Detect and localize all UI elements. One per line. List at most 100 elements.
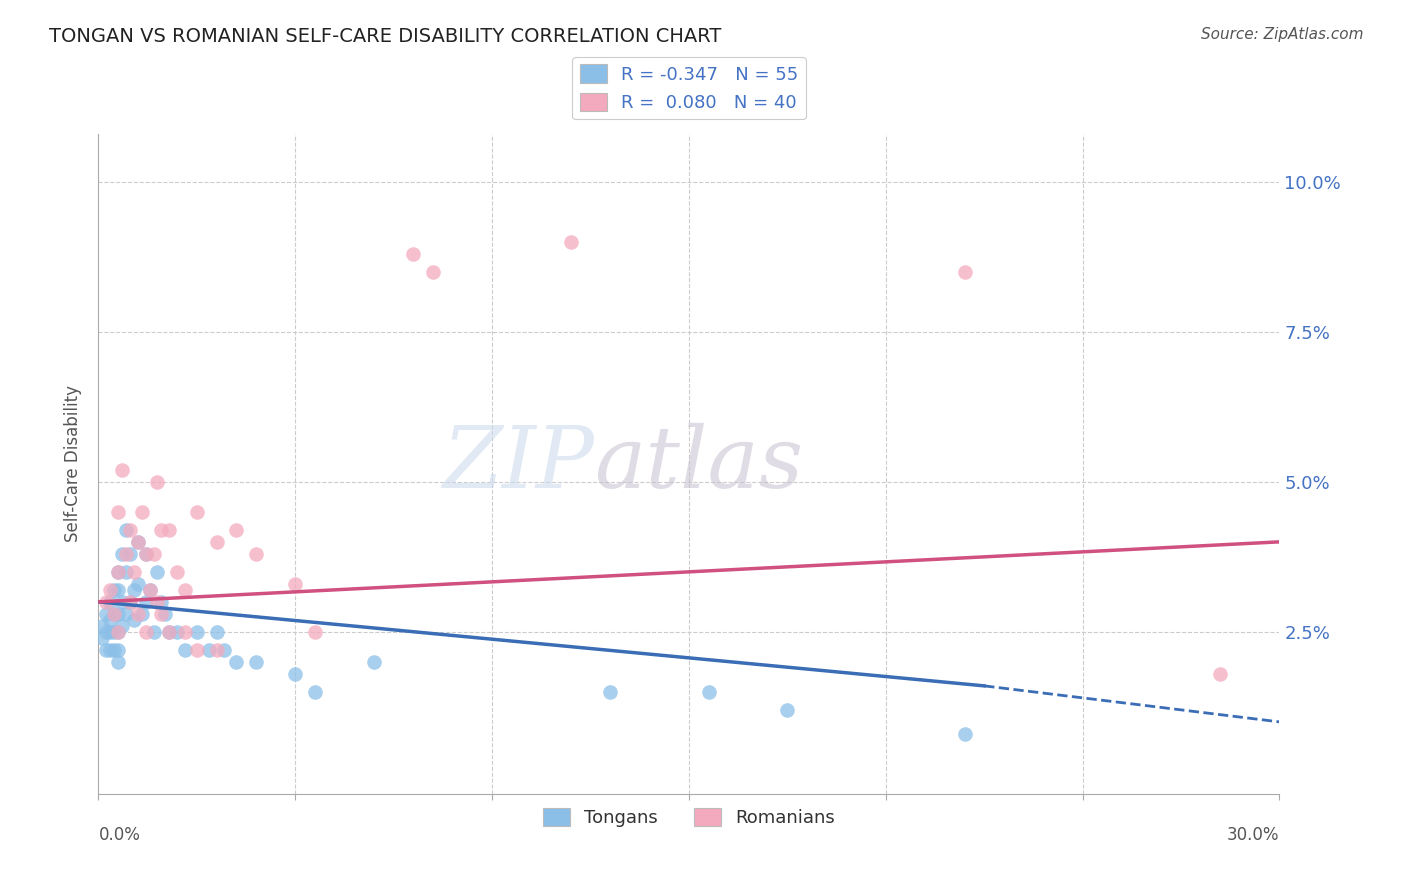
Text: 30.0%: 30.0% xyxy=(1227,826,1279,844)
Point xyxy=(197,643,219,657)
Text: atlas: atlas xyxy=(595,423,804,505)
Point xyxy=(142,547,165,561)
Point xyxy=(174,624,197,639)
Point xyxy=(122,565,145,579)
Point xyxy=(214,643,236,657)
Point xyxy=(107,505,129,519)
Point xyxy=(146,565,169,579)
Point xyxy=(115,523,138,537)
Point xyxy=(96,624,118,639)
Point xyxy=(118,595,141,609)
Point xyxy=(186,643,208,657)
Point xyxy=(205,624,228,639)
Point xyxy=(98,624,121,639)
Point xyxy=(402,247,425,261)
Point xyxy=(150,607,173,621)
Point xyxy=(111,619,134,633)
Point xyxy=(107,565,129,579)
Point xyxy=(115,607,138,621)
Point xyxy=(103,582,125,597)
Point xyxy=(205,643,228,657)
Point xyxy=(422,265,444,279)
Point xyxy=(96,607,118,621)
Point xyxy=(122,582,145,597)
Point xyxy=(146,595,169,609)
Point xyxy=(205,534,228,549)
Point xyxy=(98,595,121,609)
Point xyxy=(103,607,125,621)
Point xyxy=(107,624,129,639)
Point xyxy=(103,607,125,621)
Point xyxy=(304,685,326,699)
Point xyxy=(155,607,177,621)
Point xyxy=(142,624,165,639)
Point xyxy=(131,505,153,519)
Point xyxy=(96,595,118,609)
Point xyxy=(127,607,149,621)
Point xyxy=(284,666,307,681)
Point xyxy=(135,547,157,561)
Point xyxy=(107,624,129,639)
Point xyxy=(122,613,145,627)
Point xyxy=(166,565,188,579)
Point xyxy=(118,523,141,537)
Point xyxy=(150,595,173,609)
Point xyxy=(96,643,118,657)
Point xyxy=(111,463,134,477)
Point xyxy=(135,624,157,639)
Point xyxy=(135,547,157,561)
Point xyxy=(107,565,129,579)
Point xyxy=(91,619,114,633)
Text: ZIP: ZIP xyxy=(443,423,595,505)
Point xyxy=(111,595,134,609)
Point xyxy=(953,265,976,279)
Point xyxy=(98,643,121,657)
Point xyxy=(127,534,149,549)
Point xyxy=(91,631,114,645)
Point xyxy=(697,685,720,699)
Point xyxy=(1209,666,1232,681)
Point xyxy=(103,643,125,657)
Point xyxy=(174,643,197,657)
Point xyxy=(225,523,247,537)
Point xyxy=(107,655,129,669)
Point xyxy=(284,577,307,591)
Point xyxy=(225,655,247,669)
Point xyxy=(127,577,149,591)
Point xyxy=(115,565,138,579)
Text: 0.0%: 0.0% xyxy=(98,826,141,844)
Point xyxy=(560,235,582,249)
Point xyxy=(245,547,267,561)
Point xyxy=(98,613,121,627)
Point xyxy=(146,475,169,489)
Point xyxy=(166,624,188,639)
Point xyxy=(186,624,208,639)
Point xyxy=(157,523,180,537)
Point xyxy=(118,547,141,561)
Point xyxy=(150,523,173,537)
Point xyxy=(107,607,129,621)
Point xyxy=(157,624,180,639)
Point xyxy=(953,727,976,741)
Point xyxy=(135,595,157,609)
Point xyxy=(115,547,138,561)
Text: TONGAN VS ROMANIAN SELF-CARE DISABILITY CORRELATION CHART: TONGAN VS ROMANIAN SELF-CARE DISABILITY … xyxy=(49,27,721,45)
Point xyxy=(186,505,208,519)
Point xyxy=(131,607,153,621)
Legend: Tongans, Romanians: Tongans, Romanians xyxy=(536,800,842,834)
Point xyxy=(138,582,160,597)
Point xyxy=(776,703,799,717)
Point xyxy=(98,582,121,597)
Text: Source: ZipAtlas.com: Source: ZipAtlas.com xyxy=(1201,27,1364,42)
Point xyxy=(304,624,326,639)
Point xyxy=(174,582,197,597)
Point xyxy=(111,547,134,561)
Point xyxy=(107,582,129,597)
Point xyxy=(363,655,385,669)
Point xyxy=(138,582,160,597)
Point xyxy=(103,624,125,639)
Point xyxy=(599,685,621,699)
Point xyxy=(127,534,149,549)
Point xyxy=(157,624,180,639)
Point xyxy=(107,643,129,657)
